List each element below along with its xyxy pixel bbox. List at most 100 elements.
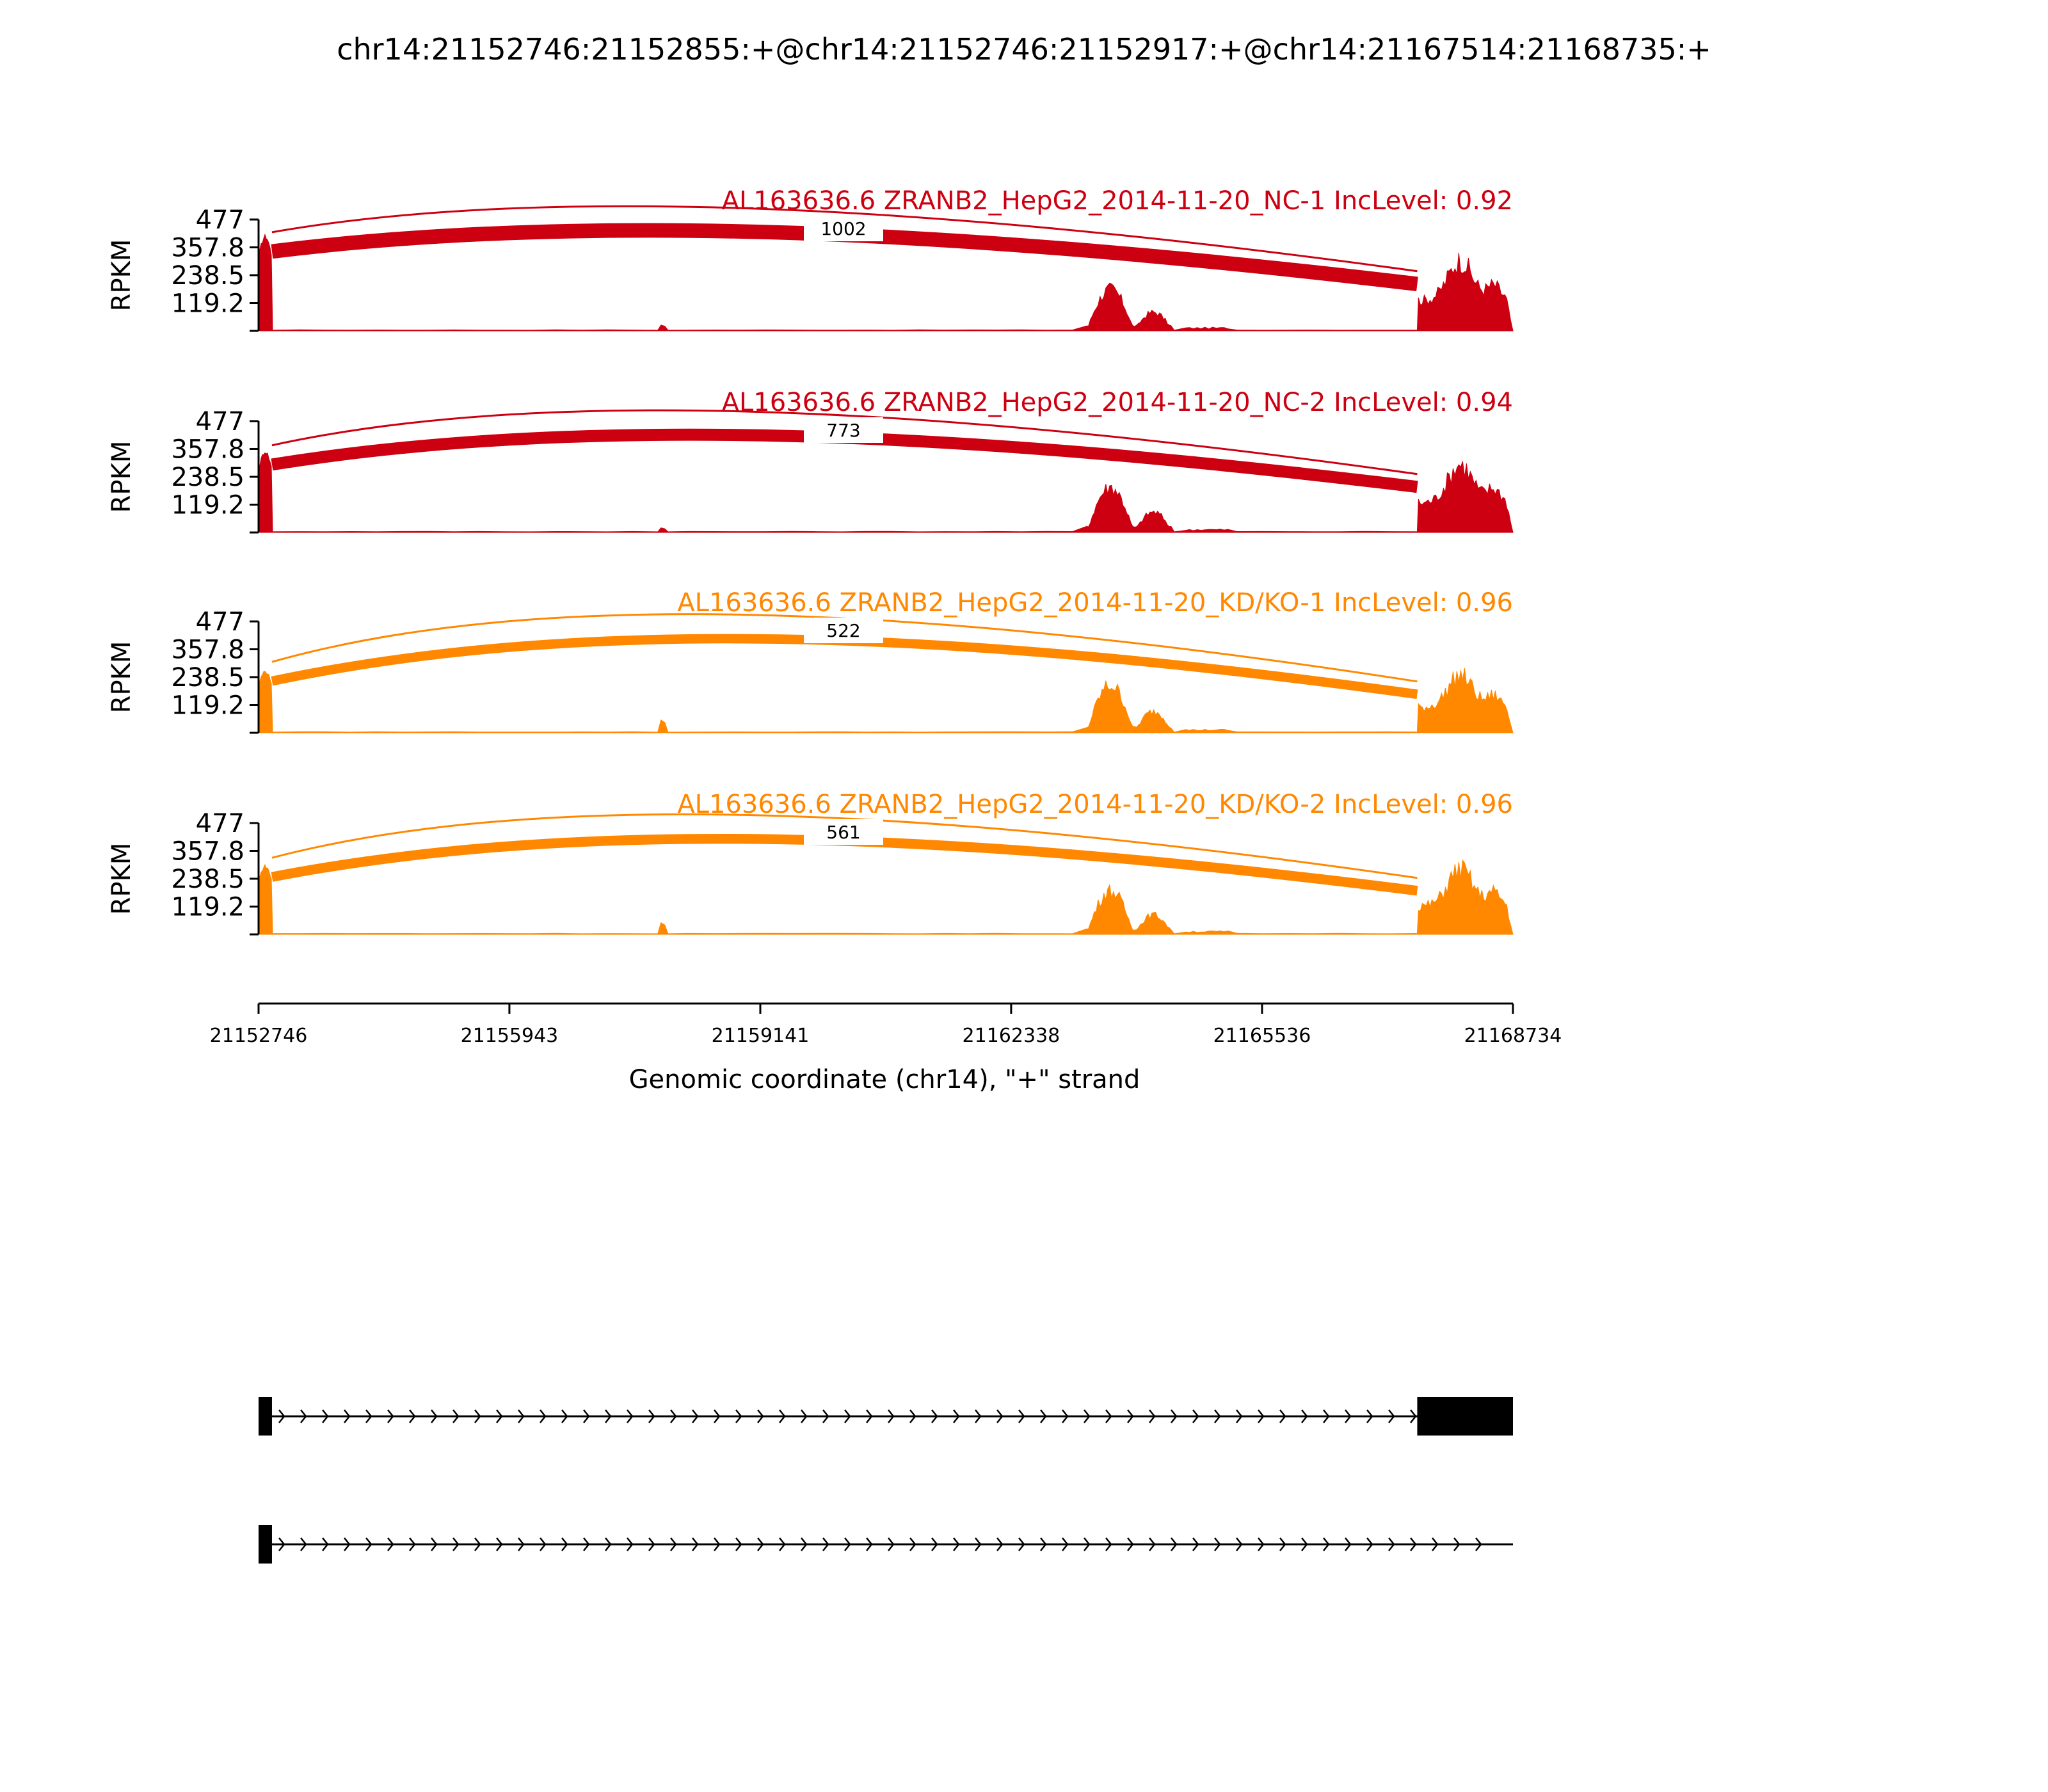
strand-arrow xyxy=(322,1537,329,1551)
strand-arrow xyxy=(474,1409,481,1423)
junction-count: 1002 xyxy=(820,218,866,239)
strand-arrow xyxy=(648,1409,655,1423)
coverage-area xyxy=(259,233,1514,332)
strand-arrow xyxy=(757,1409,764,1423)
exon-block xyxy=(259,1397,272,1436)
strand-arrow xyxy=(1127,1409,1134,1423)
strand-arrow xyxy=(1279,1537,1286,1551)
sample-label: AL163636.6 ZRANB2_HepG2_2014-11-20_KD/KO… xyxy=(677,790,1513,819)
strand-arrow xyxy=(627,1409,634,1423)
x-axis: 21152746 21155943 21159141 21162338 21165536… xyxy=(210,1002,1562,1047)
junction-arc-thin xyxy=(271,813,1418,879)
strand-arrow xyxy=(1388,1537,1395,1551)
strand-arrow xyxy=(1127,1537,1134,1551)
y-tick-label: 238.5 xyxy=(171,261,244,291)
y-tick-label: 477 xyxy=(196,809,244,838)
junction-count-bg xyxy=(804,618,883,643)
strand-arrow xyxy=(1149,1409,1156,1423)
strand-arrow xyxy=(561,1537,568,1551)
x-axis-label: Genomic coordinate (chr14), "+" strand xyxy=(629,1065,1140,1094)
strand-arrow xyxy=(888,1409,895,1423)
strand-arrow xyxy=(1171,1409,1178,1423)
strand-arrow xyxy=(1345,1409,1352,1423)
strand-arrow xyxy=(822,1537,829,1551)
strand-arrow xyxy=(496,1409,503,1423)
strand-arrow xyxy=(779,1409,786,1423)
strand-arrow xyxy=(1258,1409,1265,1423)
junction-arc xyxy=(271,223,1418,292)
strand-arrow xyxy=(1410,1409,1417,1423)
y-axis-label: RPKM xyxy=(107,641,136,714)
coverage-area xyxy=(259,668,1514,733)
strand-arrow xyxy=(1105,1409,1112,1423)
coverage-area xyxy=(259,452,1514,533)
strand-arrow xyxy=(561,1409,568,1423)
strand-arrow xyxy=(1236,1409,1243,1423)
strand-arrow xyxy=(801,1409,808,1423)
strand-arrow xyxy=(1432,1537,1439,1551)
coverage-area xyxy=(259,859,1514,935)
strand-arrow xyxy=(1366,1409,1373,1423)
strand-arrow xyxy=(757,1537,764,1551)
strand-arrow xyxy=(953,1409,960,1423)
strand-arrow xyxy=(975,1537,982,1551)
strand-arrow xyxy=(452,1537,460,1551)
strand-arrow xyxy=(975,1409,982,1423)
y-axis-label: RPKM xyxy=(107,441,136,513)
strand-arrow xyxy=(409,1537,416,1551)
strand-arrow xyxy=(1301,1537,1308,1551)
y-axis-label: RPKM xyxy=(107,843,136,915)
strand-arrow xyxy=(300,1409,307,1423)
strand-arrow xyxy=(474,1537,481,1551)
strand-arrow xyxy=(866,1537,873,1551)
y-tick-label: 119.2 xyxy=(171,893,244,922)
strand-arrow xyxy=(735,1537,742,1551)
junction-count: 773 xyxy=(826,420,860,441)
junction-arc-thin xyxy=(271,613,1418,683)
strand-arrow xyxy=(1062,1409,1069,1423)
strand-arrow xyxy=(692,1409,699,1423)
strand-arrow xyxy=(365,1409,372,1423)
strand-arrow xyxy=(670,1409,677,1423)
strand-arrow xyxy=(278,1537,285,1551)
strand-arrow xyxy=(888,1537,895,1551)
junction-count-bg xyxy=(804,417,883,443)
y-axis-label: RPKM xyxy=(107,239,136,312)
strand-arrow xyxy=(1345,1537,1352,1551)
sample-label: AL163636.6 ZRANB2_HepG2_2014-11-20_NC-1 … xyxy=(722,186,1513,216)
strand-arrow xyxy=(1105,1537,1112,1551)
x-tick-label: 21152746 xyxy=(210,1025,308,1047)
strand-arrow xyxy=(605,1409,612,1423)
strand-arrow xyxy=(1084,1409,1091,1423)
strand-arrow xyxy=(1366,1537,1373,1551)
strand-arrow xyxy=(931,1409,938,1423)
exon-block xyxy=(1417,1397,1513,1436)
strand-arrow xyxy=(909,1409,916,1423)
y-tick-label: 357.8 xyxy=(171,836,244,866)
strand-arrow xyxy=(431,1409,438,1423)
strand-arrow xyxy=(1192,1537,1199,1551)
junction-arc-thin xyxy=(271,409,1418,476)
strand-arrow xyxy=(387,1409,394,1423)
strand-arrow xyxy=(540,1537,547,1551)
strand-arrow xyxy=(1214,1537,1221,1551)
strand-arrow xyxy=(844,1409,851,1423)
strand-arrow xyxy=(953,1537,960,1551)
strand-arrow xyxy=(1040,1537,1047,1551)
strand-arrow xyxy=(1214,1409,1221,1423)
junction-arc xyxy=(271,428,1418,493)
strand-arrow xyxy=(1301,1409,1308,1423)
strand-arrow xyxy=(605,1537,612,1551)
strand-arrow xyxy=(1453,1537,1460,1551)
junction-arc-thin xyxy=(271,205,1418,273)
strand-arrow xyxy=(496,1537,503,1551)
strand-arrow xyxy=(1475,1537,1482,1551)
strand-arrow xyxy=(801,1537,808,1551)
strand-arrow xyxy=(670,1537,677,1551)
strand-arrow xyxy=(1149,1537,1156,1551)
strand-arrow xyxy=(1236,1537,1243,1551)
